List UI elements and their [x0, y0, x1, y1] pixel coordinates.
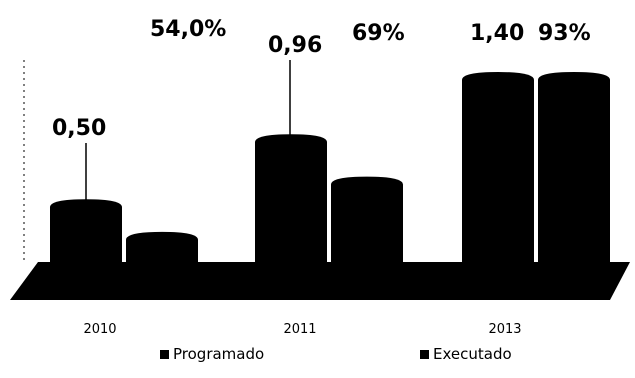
bar-programado-2010 [50, 199, 122, 270]
value-label-executado-2010: 54,0% [150, 17, 226, 42]
bar-executado-2010 [126, 231, 198, 270]
bar-executado-2013 [538, 72, 610, 270]
bar-executado-2011 [331, 176, 403, 270]
bar-programado-2011 [255, 134, 327, 270]
value-label-programado-2010: 0,50 [52, 116, 106, 141]
value-label-programado-2011: 0,96 [268, 33, 322, 58]
value-labels-group: 0,50 0,96 1,40 54,0% 69% 93% [52, 17, 591, 202]
legend-swatch-programado [160, 350, 169, 359]
value-label-programado-2013: 1,40 [470, 21, 524, 46]
legend: Programado Executado [160, 345, 512, 363]
bar-programado-2013 [462, 72, 534, 270]
x-tick-label-2013: 2013 [488, 322, 521, 337]
x-tick-label-2010: 2010 [83, 322, 116, 337]
legend-label-executado: Executado [433, 345, 512, 363]
value-label-executado-2011: 69% [352, 21, 405, 46]
chart-floor [10, 262, 630, 300]
legend-label-programado: Programado [173, 345, 264, 363]
x-tick-label-2011: 2011 [283, 322, 316, 337]
value-label-executado-2013: 93% [538, 21, 591, 46]
x-tick-labels-group: 2010 2011 2013 [83, 322, 521, 337]
legend-swatch-executado [420, 350, 429, 359]
bars-group [50, 72, 610, 270]
